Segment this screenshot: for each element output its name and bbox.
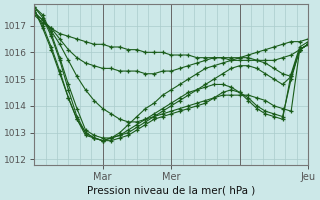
X-axis label: Pression niveau de la mer( hPa ): Pression niveau de la mer( hPa ): [87, 186, 255, 196]
